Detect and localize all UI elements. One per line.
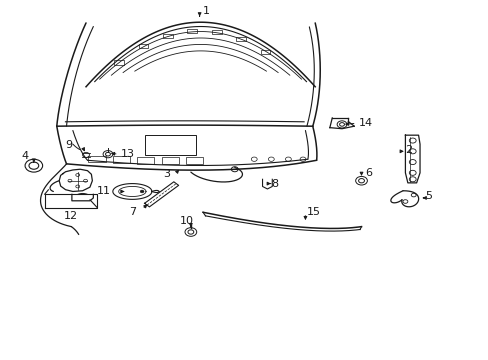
Text: 10: 10 xyxy=(180,216,194,225)
Text: 2: 2 xyxy=(405,144,412,154)
Text: 1: 1 xyxy=(203,6,210,17)
Text: 3: 3 xyxy=(163,168,170,179)
Text: 13: 13 xyxy=(121,149,135,159)
Text: 11: 11 xyxy=(96,186,110,197)
Text: 14: 14 xyxy=(358,118,372,128)
Text: 7: 7 xyxy=(129,207,136,217)
Text: 9: 9 xyxy=(65,140,73,150)
Text: 6: 6 xyxy=(365,168,372,178)
Text: 5: 5 xyxy=(424,191,431,201)
Text: 8: 8 xyxy=(271,179,278,189)
Text: 4: 4 xyxy=(21,150,28,161)
Circle shape xyxy=(140,190,144,193)
Text: 12: 12 xyxy=(64,211,78,221)
Text: 15: 15 xyxy=(306,207,320,217)
